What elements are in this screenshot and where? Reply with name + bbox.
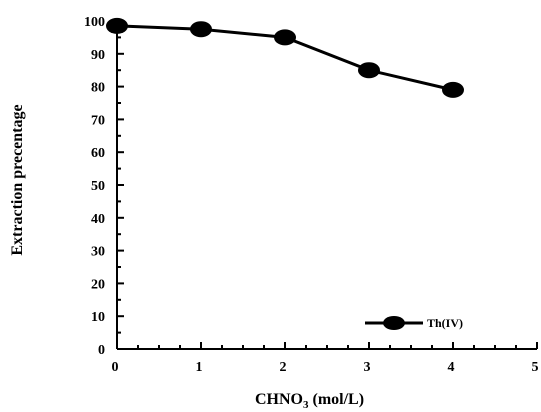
x-ticks: 0 1 2 3 4 5 [112,342,539,375]
x-axis-title-subscript: 3 [303,399,309,411]
data-point [442,81,464,98]
y-axis-title: Extraction precentage [9,104,26,255]
x-tick-label: 5 [532,360,539,375]
x-axis-title-unit: (mol/L) [309,391,365,408]
data-point [274,29,296,46]
x-tick-label: 2 [280,360,287,375]
legend-label: Th(IV) [427,316,463,330]
y-tick-label: 60 [91,146,105,161]
x-tick-label: 1 [196,360,203,375]
data-point [358,62,380,79]
data-point [190,21,212,38]
y-tick-label: 100 [84,15,105,30]
x-axis-title: CHNO3 (mol/L) [255,391,364,411]
x-axis-title-main: CHNO [255,391,303,408]
x-tick-label: 4 [448,360,455,375]
x-tick-label: 3 [364,360,371,375]
series-layer [106,17,464,98]
y-tick-label: 70 [91,113,105,128]
y-tick-label: 0 [98,343,105,358]
legend-marker-swatch [383,316,405,330]
axes [116,21,537,350]
y-tick-label: 40 [91,212,105,227]
data-point [106,17,128,34]
y-tick-label: 90 [91,48,105,63]
y-tick-label: 80 [91,81,105,96]
y-tick-label: 10 [91,310,105,325]
x-tick-label: 0 [112,360,119,375]
legend: Th(IV) [365,316,463,330]
y-tick-label: 20 [91,277,105,292]
y-tick-label: 50 [91,179,105,194]
y-tick-label: 30 [91,245,105,260]
